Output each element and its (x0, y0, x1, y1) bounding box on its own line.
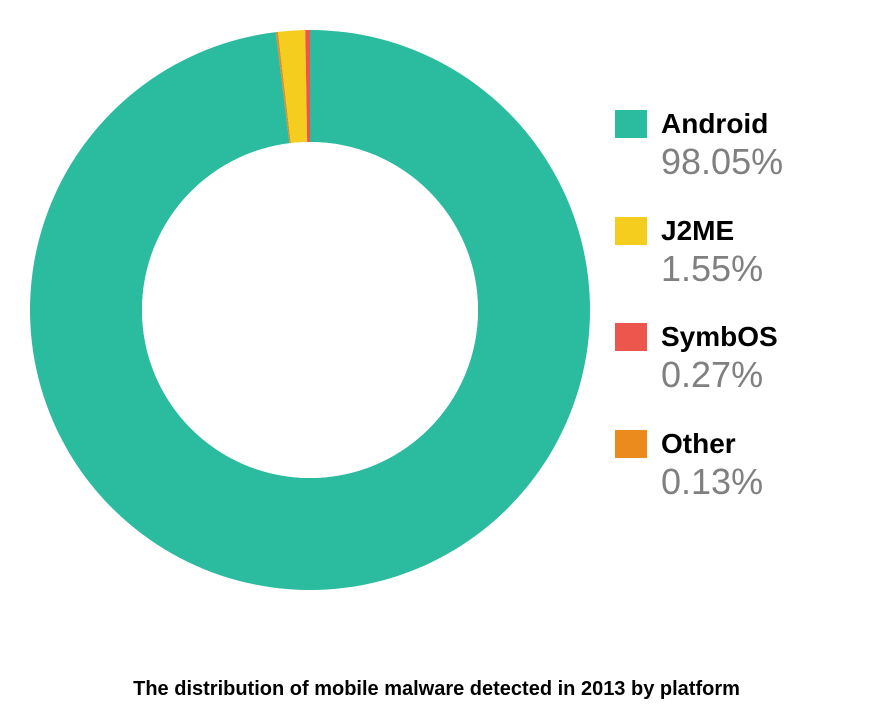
chart-legend: Android 98.05% J2ME 1.55% SymbOS 0.27% O… (615, 110, 865, 536)
legend-swatch (615, 323, 647, 351)
donut-svg (30, 30, 590, 590)
legend-item: SymbOS 0.27% (615, 323, 865, 395)
chart-caption: The distribution of mobile malware detec… (0, 678, 873, 701)
legend-value: 1.55% (661, 249, 865, 289)
legend-value: 0.27% (661, 355, 865, 395)
donut-hole (142, 142, 478, 478)
donut-chart (30, 30, 590, 590)
legend-value: 98.05% (661, 142, 865, 182)
legend-item: Other 0.13% (615, 430, 865, 502)
legend-item: Android 98.05% (615, 110, 865, 182)
malware-distribution-chart: Android 98.05% J2ME 1.55% SymbOS 0.27% O… (0, 0, 873, 719)
legend-label: Android (661, 110, 768, 138)
legend-swatch (615, 430, 647, 458)
legend-item: J2ME 1.55% (615, 217, 865, 289)
legend-label: SymbOS (661, 323, 778, 351)
legend-swatch (615, 110, 647, 138)
legend-label: Other (661, 430, 736, 458)
legend-label: J2ME (661, 217, 734, 245)
legend-swatch (615, 217, 647, 245)
legend-value: 0.13% (661, 462, 865, 502)
